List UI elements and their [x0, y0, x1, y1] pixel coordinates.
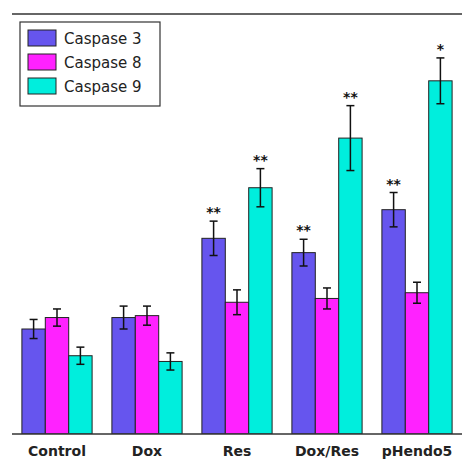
- error-bar: [390, 193, 398, 227]
- error-bar: [256, 169, 264, 207]
- error-bar: [30, 319, 38, 338]
- legend-label: Caspase 8: [64, 54, 142, 72]
- error-bar: [233, 290, 241, 315]
- bar: [112, 318, 135, 434]
- error-bar: [323, 288, 331, 309]
- bar: [315, 298, 338, 434]
- x-tick-label: Dox/Res: [295, 443, 359, 459]
- annotations: ***********: [206, 41, 444, 238]
- bar: [135, 316, 158, 434]
- error-bar: [346, 106, 354, 171]
- bar: [69, 356, 92, 434]
- x-tick-label: Dox: [132, 443, 162, 459]
- x-tick-label: Control: [28, 443, 86, 459]
- bar: [292, 253, 315, 434]
- bar: [382, 210, 405, 434]
- series: [69, 58, 452, 434]
- significance-label: **: [253, 152, 268, 168]
- error-bar: [76, 347, 84, 364]
- series: [45, 282, 428, 434]
- bar: [339, 138, 362, 434]
- bar: [45, 318, 68, 434]
- chart-container: ***********ControlDoxResDox/RespHendo5Ca…: [0, 0, 474, 474]
- bar: [159, 361, 182, 434]
- legend-label: Caspase 9: [64, 78, 142, 96]
- error-bar: [166, 353, 174, 370]
- legend-frame: [20, 22, 160, 106]
- significance-label: **: [206, 204, 221, 220]
- x-tick-label: pHendo5: [382, 443, 453, 459]
- significance-label: **: [343, 89, 358, 105]
- x-axis: [12, 433, 462, 435]
- bar: [22, 329, 45, 434]
- significance-label: **: [386, 176, 401, 192]
- legend-swatch: [28, 78, 56, 94]
- error-bar: [436, 58, 444, 104]
- error-bar: [210, 221, 218, 255]
- legend-swatch: [28, 30, 56, 46]
- significance-label: *: [437, 41, 445, 57]
- bar: [249, 188, 272, 434]
- error-bar: [413, 282, 421, 303]
- error-bar: [300, 239, 308, 266]
- bar: [405, 293, 428, 434]
- error-bar: [53, 309, 61, 326]
- bar: [225, 302, 248, 434]
- top-frame: [12, 13, 462, 15]
- bar: [429, 81, 452, 434]
- marks: [22, 58, 452, 434]
- error-bar: [120, 306, 128, 329]
- legend-swatch: [28, 54, 56, 70]
- chart: ***********ControlDoxResDox/RespHendo5Ca…: [0, 0, 474, 474]
- legend: Caspase 3 Caspase 8 Caspase 9: [20, 22, 160, 106]
- x-tick-label: Res: [223, 443, 252, 459]
- legend-label: Caspase 3: [64, 30, 142, 48]
- error-bar: [143, 306, 151, 325]
- bar: [202, 238, 225, 434]
- significance-label: **: [296, 222, 311, 238]
